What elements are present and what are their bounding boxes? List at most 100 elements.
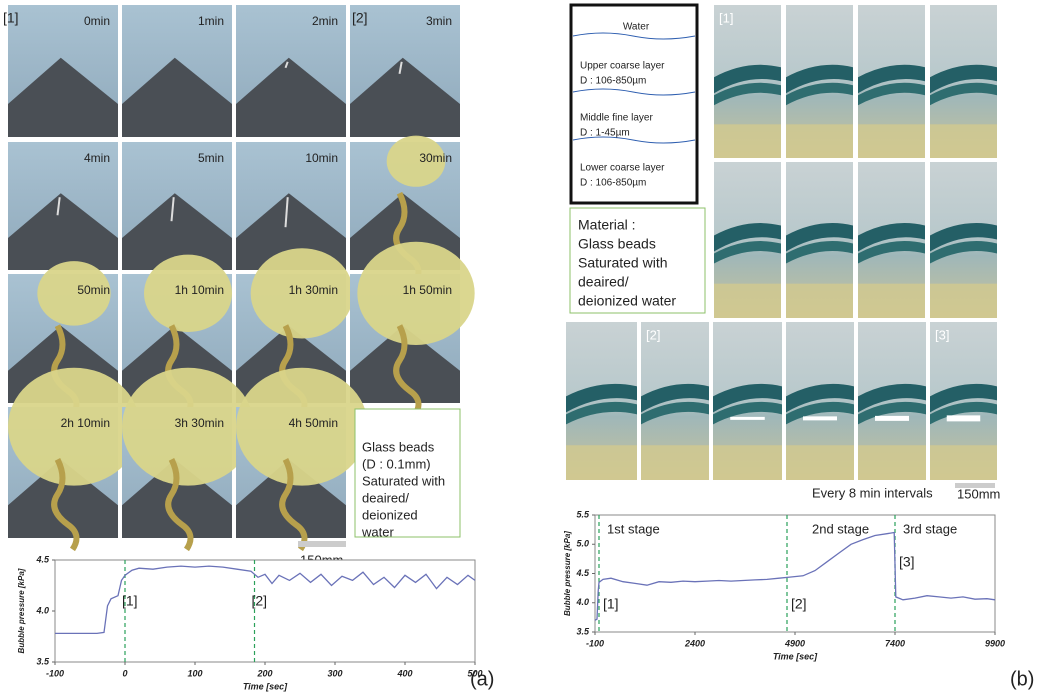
y-tick-label: 3.5 bbox=[576, 626, 590, 636]
stage-marker: [3] bbox=[899, 554, 915, 570]
x-tick-label: 300 bbox=[327, 668, 342, 678]
photo-fine-layer bbox=[930, 241, 997, 264]
stage-label: 1st stage bbox=[607, 521, 660, 536]
photo-fine-layer bbox=[713, 383, 782, 413]
y-tick-label: 4.0 bbox=[575, 597, 589, 607]
photo-crack bbox=[284, 61, 289, 69]
photo-bottom bbox=[930, 445, 997, 480]
photo-fine-layer bbox=[858, 64, 925, 94]
photo-sand bbox=[8, 193, 118, 270]
y-tick-label: 4.5 bbox=[35, 554, 50, 564]
frame-marker: [1] bbox=[3, 10, 19, 26]
photo-bottom bbox=[714, 283, 781, 318]
photo-fine-layer bbox=[786, 383, 854, 413]
note-box bbox=[354, 408, 461, 538]
photo-bottom bbox=[566, 445, 637, 480]
photo-water bbox=[122, 367, 254, 486]
photo-sand bbox=[236, 57, 346, 137]
y-tick-label: 5.5 bbox=[576, 509, 590, 519]
frame-time: 3h 30min bbox=[175, 416, 224, 430]
layer-label: Middle fine layer bbox=[580, 113, 653, 124]
note-line: Saturated with bbox=[362, 473, 445, 488]
photo-sand bbox=[350, 325, 460, 403]
x-tick-label: 7400 bbox=[885, 638, 905, 648]
note-line: Glass beads bbox=[362, 439, 435, 454]
photo-fine-layer bbox=[930, 82, 997, 106]
photo-sand bbox=[236, 459, 346, 538]
photo-bottom bbox=[641, 445, 709, 480]
layer-label: D : 106-850µm bbox=[580, 178, 646, 189]
photo-fine-layer bbox=[641, 383, 709, 413]
frame-time: 2h 10min bbox=[61, 416, 110, 430]
frame-time: 1h 50min bbox=[403, 283, 452, 297]
note-line: water bbox=[361, 524, 394, 539]
panel-label: (b) bbox=[1010, 668, 1034, 690]
material-line: Glass beads bbox=[578, 236, 656, 252]
photo-bottom bbox=[714, 124, 781, 158]
note-line: deaired/ bbox=[362, 490, 409, 505]
photo-water bbox=[250, 248, 354, 339]
photo-crack bbox=[170, 197, 175, 222]
photo-sand bbox=[8, 57, 118, 137]
note-line: deionized bbox=[362, 507, 418, 522]
photo-channel bbox=[393, 324, 422, 418]
frame-time: 1min bbox=[198, 14, 224, 28]
frame-time: 50min bbox=[77, 283, 110, 297]
frame-time: 4h 50min bbox=[289, 416, 338, 430]
photo-sand bbox=[122, 459, 232, 538]
photo-fine-layer bbox=[858, 82, 925, 106]
y-tick-label: 5.0 bbox=[576, 539, 589, 549]
x-tick-label: -100 bbox=[586, 638, 604, 648]
frame-time: 0min bbox=[84, 14, 110, 28]
frame-time: 10min bbox=[305, 151, 338, 165]
photo-fine-layer bbox=[786, 82, 853, 106]
pressure-line bbox=[594, 531, 996, 621]
photo-fine-layer bbox=[714, 223, 781, 252]
photo-fine-layer bbox=[930, 383, 997, 413]
y-tick-label: 4.5 bbox=[575, 568, 590, 578]
photo-water bbox=[37, 261, 111, 326]
x-axis-label: Time [sec] bbox=[773, 651, 818, 661]
photo-bottom bbox=[930, 283, 997, 318]
scale-label: 150mm bbox=[957, 486, 1000, 501]
photo-bottom bbox=[858, 283, 925, 318]
photo-fine-layer bbox=[786, 241, 853, 264]
y-axis-label: Bubble pressure [kPa] bbox=[17, 568, 26, 653]
photo-crack bbox=[56, 197, 61, 216]
water-label: Water bbox=[623, 22, 650, 33]
photo-water bbox=[386, 135, 446, 187]
frame-time: 30min bbox=[419, 151, 452, 165]
scale-bar bbox=[955, 483, 995, 488]
x-tick-label: 500 bbox=[467, 668, 482, 678]
layer-boundary bbox=[572, 136, 696, 144]
layer-label: Lower coarse layer bbox=[580, 163, 665, 174]
diagram-box bbox=[569, 3, 699, 205]
frame-marker: [1] bbox=[719, 10, 733, 25]
photo-fine-layer bbox=[566, 401, 637, 425]
y-tick-label: 4.0 bbox=[35, 605, 49, 615]
frame-marker: [3] bbox=[935, 327, 949, 342]
layer-label: D : 1-45µm bbox=[580, 128, 630, 139]
photo-fine-layer bbox=[858, 401, 926, 425]
photo-fine-layer bbox=[714, 64, 781, 94]
photo-fine-layer bbox=[714, 82, 781, 106]
photo-water bbox=[357, 241, 475, 345]
photo-sand bbox=[350, 57, 460, 137]
photo-fine-layer bbox=[714, 241, 781, 264]
photo-bottom bbox=[930, 124, 997, 158]
x-tick-label: 200 bbox=[256, 668, 272, 678]
stage-marker: [2] bbox=[791, 596, 807, 612]
frame-time: 1h 30min bbox=[289, 283, 338, 297]
y-axis-label: Bubble pressure [kPa] bbox=[563, 531, 572, 616]
x-tick-label: 2400 bbox=[684, 638, 705, 648]
photo-sand bbox=[122, 57, 232, 137]
photo-fine-layer bbox=[641, 401, 709, 425]
photo-channel bbox=[279, 458, 308, 552]
photo-water bbox=[144, 254, 232, 333]
frame-time: 5min bbox=[198, 151, 224, 165]
photo-fine-layer bbox=[786, 64, 853, 94]
stage-marker: [1] bbox=[122, 593, 138, 609]
frame-time: 4min bbox=[84, 151, 110, 165]
photo-bottom bbox=[786, 445, 854, 480]
photo-fine-layer bbox=[713, 401, 782, 425]
